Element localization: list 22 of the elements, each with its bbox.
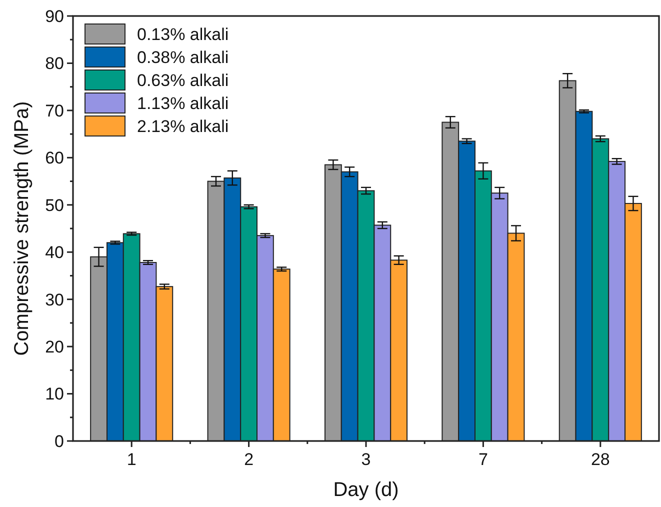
y-axis-title: Compressive strength (MPa) — [11, 101, 33, 356]
y-tick-label: 90 — [45, 6, 64, 26]
x-tick-label: 7 — [478, 450, 488, 469]
y-tick-label: 70 — [45, 101, 64, 120]
y-tick-label: 40 — [45, 243, 64, 262]
legend-label: 0.63% alkali — [137, 70, 229, 90]
legend-label: 1.13% alkali — [137, 94, 229, 113]
x-tick-label: 28 — [590, 450, 610, 469]
y-tick-label: 0 — [54, 432, 64, 451]
y-tick-label: 80 — [45, 54, 64, 74]
y-tick-label: 20 — [45, 338, 64, 357]
legend-label: 0.13% alkali — [137, 24, 229, 44]
x-tick-label: 3 — [361, 450, 371, 469]
x-tick-label: 2 — [244, 450, 254, 469]
legend-label: 2.13% alkali — [137, 116, 229, 136]
x-axis-title: Day (d) — [333, 479, 399, 501]
y-tick-label: 10 — [45, 384, 64, 404]
legend-label: 0.38% alkali — [137, 48, 229, 67]
y-tick-label: 30 — [45, 290, 64, 310]
x-tick-label: 1 — [126, 450, 136, 469]
y-tick-label: 60 — [45, 148, 64, 168]
y-tick-label: 50 — [45, 196, 64, 215]
